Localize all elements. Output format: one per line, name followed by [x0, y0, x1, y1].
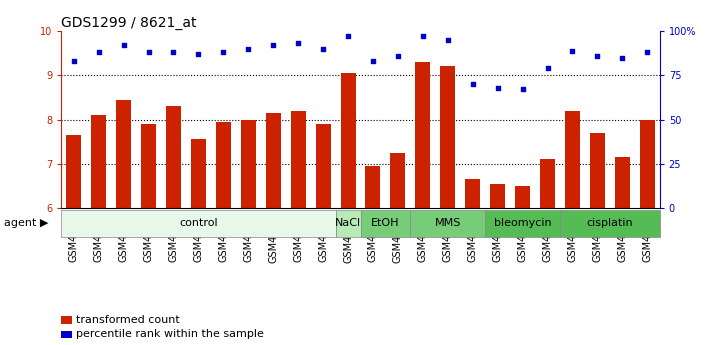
Text: NaCl: NaCl	[335, 218, 361, 228]
Text: MMS: MMS	[435, 218, 461, 228]
Point	[616, 55, 628, 60]
Point	[642, 50, 653, 55]
Point	[467, 81, 479, 87]
Bar	[66, 135, 81, 208]
Bar	[141, 124, 156, 208]
Point	[492, 85, 503, 90]
Bar	[615, 157, 630, 208]
Bar	[565, 111, 580, 208]
Point	[93, 50, 105, 55]
Bar	[490, 184, 505, 208]
Point	[367, 58, 379, 64]
Point	[442, 37, 454, 43]
Bar	[415, 62, 430, 208]
FancyBboxPatch shape	[485, 209, 560, 237]
Point	[118, 42, 129, 48]
Point	[267, 42, 279, 48]
Point	[517, 87, 528, 92]
Bar	[340, 73, 355, 208]
Text: GDS1299 / 8621_at: GDS1299 / 8621_at	[61, 16, 197, 30]
Point	[242, 46, 254, 51]
Text: agent ▶: agent ▶	[4, 218, 48, 228]
Bar	[266, 113, 280, 208]
Point	[143, 50, 154, 55]
Bar	[61, 316, 72, 324]
FancyBboxPatch shape	[410, 209, 485, 237]
Point	[68, 58, 79, 64]
Point	[592, 53, 603, 59]
Bar	[191, 139, 206, 208]
Bar	[640, 120, 655, 208]
Text: percentile rank within the sample: percentile rank within the sample	[76, 329, 264, 339]
Bar	[366, 166, 381, 208]
Point	[342, 33, 354, 39]
Bar	[116, 100, 131, 208]
Bar	[316, 124, 330, 208]
Bar	[61, 331, 72, 338]
Text: bleomycin: bleomycin	[494, 218, 552, 228]
Point	[293, 41, 304, 46]
Point	[317, 46, 329, 51]
Bar	[515, 186, 530, 208]
FancyBboxPatch shape	[335, 209, 360, 237]
Point	[392, 53, 404, 59]
FancyBboxPatch shape	[360, 209, 410, 237]
Bar	[391, 153, 405, 208]
Point	[168, 50, 180, 55]
FancyBboxPatch shape	[560, 209, 660, 237]
Bar	[590, 133, 605, 208]
Point	[193, 51, 204, 57]
Bar	[241, 120, 256, 208]
Bar	[441, 67, 455, 208]
Point	[541, 66, 553, 71]
Text: EtOH: EtOH	[371, 218, 399, 228]
Text: cisplatin: cisplatin	[586, 218, 633, 228]
Point	[218, 50, 229, 55]
Bar	[166, 106, 181, 208]
Text: control: control	[179, 218, 218, 228]
FancyBboxPatch shape	[61, 209, 335, 237]
Bar	[465, 179, 480, 208]
Bar	[216, 122, 231, 208]
Bar	[91, 115, 106, 208]
Point	[417, 33, 428, 39]
Point	[567, 48, 578, 53]
Text: transformed count: transformed count	[76, 315, 180, 325]
Bar	[291, 111, 306, 208]
Bar	[540, 159, 555, 208]
